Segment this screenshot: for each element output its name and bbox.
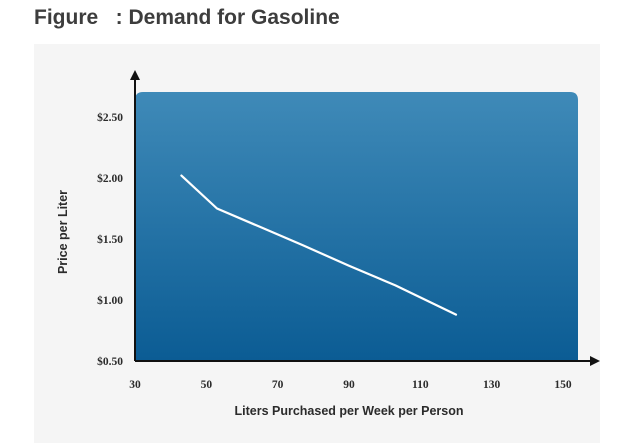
y-tick-label: $1.00 xyxy=(97,294,123,307)
x-tick-label: 50 xyxy=(201,379,213,391)
x-tick-label: 30 xyxy=(129,379,141,391)
x-tick-label: 130 xyxy=(483,379,501,391)
y-tick-label: $2.00 xyxy=(97,172,123,185)
y-axis-arrow xyxy=(130,70,140,80)
x-tick-label: 150 xyxy=(554,379,572,391)
y-tick-label: $2.50 xyxy=(97,111,123,124)
figure-title: Figure : Demand for Gasoline xyxy=(34,6,340,29)
y-axis-label: Price per Liter xyxy=(56,190,70,274)
demand-curve-line xyxy=(180,174,458,316)
y-tick-label: $0.50 xyxy=(97,355,123,368)
x-axis-label: Liters Purchased per Week per Person xyxy=(234,404,463,418)
x-tick-label: 110 xyxy=(412,379,429,391)
plot-area xyxy=(135,92,578,361)
x-tick-label: 70 xyxy=(272,379,284,391)
x-axis-arrow xyxy=(590,356,600,366)
x-tick-label: 90 xyxy=(343,379,355,391)
y-tick-label: $1.50 xyxy=(97,233,123,246)
